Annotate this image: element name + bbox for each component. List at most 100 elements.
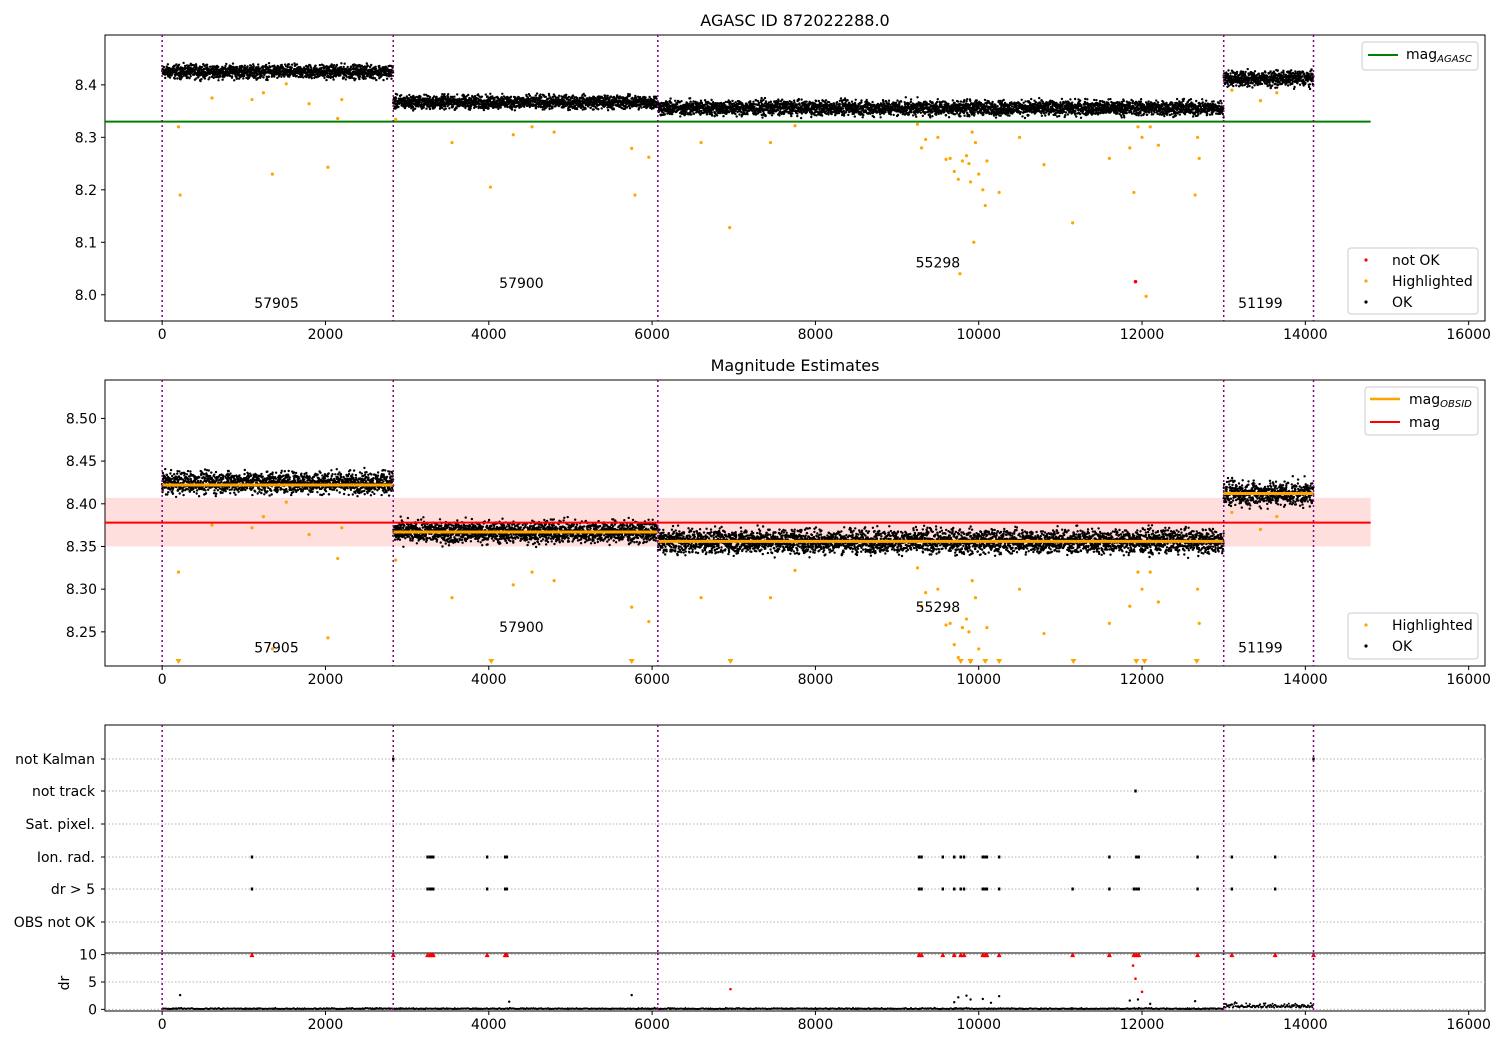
- ok-point: [208, 65, 212, 69]
- ok-point: [583, 94, 587, 97]
- ok-point: [588, 103, 592, 107]
- ok-point: [838, 102, 841, 106]
- ok-point: [800, 98, 803, 101]
- ok-point: [655, 97, 658, 100]
- ok-point: [835, 101, 839, 104]
- ok-point: [230, 65, 233, 68]
- ok-point: [722, 115, 725, 118]
- ok-point: [170, 74, 173, 77]
- ok-point: [217, 65, 220, 69]
- ok-point: [738, 113, 741, 116]
- ok-point: [557, 96, 560, 100]
- ok-point: [443, 105, 447, 108]
- ok-point: [480, 95, 484, 98]
- ok-point: [230, 75, 234, 78]
- ok-point: [759, 110, 762, 114]
- ok-point: [761, 116, 764, 119]
- ok-point: [670, 101, 673, 104]
- ok-point: [408, 93, 411, 97]
- ok-point: [199, 79, 202, 83]
- ok-point: [428, 107, 432, 111]
- ok-point: [764, 114, 767, 118]
- ok-point: [798, 103, 801, 106]
- ok-point: [267, 75, 271, 78]
- ok-point: [358, 77, 361, 81]
- ok-point: [506, 105, 509, 109]
- ok-point: [791, 112, 794, 115]
- ok-point: [374, 67, 378, 71]
- ok-point: [366, 64, 369, 68]
- ok-point: [374, 65, 377, 69]
- ok-point: [712, 101, 715, 105]
- ok-point: [519, 105, 523, 109]
- ok-point: [482, 108, 486, 112]
- ok-point: [889, 113, 893, 116]
- ok-point: [314, 64, 317, 67]
- ok-point: [168, 76, 172, 79]
- ok-point: [349, 65, 353, 68]
- ok-point: [778, 114, 781, 117]
- ok-point: [749, 100, 752, 103]
- ok-point: [339, 66, 343, 69]
- ok-point: [820, 114, 824, 117]
- ok-point: [663, 113, 667, 116]
- ok-point: [212, 76, 215, 80]
- ok-point: [217, 76, 220, 79]
- ok-point: [534, 107, 538, 110]
- ok-point: [523, 105, 526, 108]
- ok-point: [419, 95, 422, 98]
- ok-point: [820, 102, 823, 105]
- ok-point: [887, 99, 891, 102]
- ok-point: [568, 108, 572, 112]
- ok-point: [644, 96, 647, 99]
- ok-point: [397, 105, 400, 109]
- ok-point: [797, 97, 800, 101]
- ok-point: [187, 64, 191, 67]
- clipped-plot-group: [105, 35, 1371, 321]
- ok-point: [558, 94, 561, 98]
- ok-point: [547, 97, 550, 100]
- ok-point: [746, 113, 749, 116]
- ok-point: [853, 115, 856, 118]
- ok-point: [205, 63, 209, 66]
- ok-point: [692, 104, 695, 107]
- ok-point: [375, 78, 378, 82]
- ok-point: [860, 99, 863, 102]
- ok-point: [262, 76, 265, 79]
- ok-point: [331, 72, 334, 75]
- agasc-panel: AGASC ID 872022288.0 5790557900552985119…: [75, 11, 1491, 343]
- ok-point: [764, 100, 768, 103]
- ok-point: [197, 76, 200, 79]
- ok-point: [760, 96, 763, 100]
- ok-point: [266, 78, 269, 82]
- ok-point: [872, 115, 876, 119]
- ok-point: [846, 99, 849, 102]
- ok-point: [861, 116, 864, 119]
- ok-point: [575, 107, 579, 111]
- ok-point: [166, 63, 170, 66]
- ok-point: [301, 73, 304, 77]
- ok-point: [183, 64, 187, 68]
- ok-point: [358, 75, 362, 78]
- ok-point: [443, 93, 446, 96]
- ok-point: [451, 105, 455, 108]
- ok-point: [231, 62, 235, 65]
- ok-point: [491, 95, 494, 98]
- ok-point: [163, 73, 167, 76]
- ok-point: [679, 115, 682, 118]
- ok-point: [200, 65, 204, 69]
- ok-point: [539, 93, 542, 96]
- ok-point: [839, 97, 843, 100]
- ok-point: [242, 77, 245, 80]
- ok-point: [674, 99, 677, 103]
- ok-point: [699, 99, 703, 102]
- ok-point: [323, 76, 326, 80]
- ok-point: [286, 65, 289, 69]
- ok-point: [176, 77, 179, 80]
- ok-point: [882, 100, 885, 103]
- ok-point: [176, 69, 179, 72]
- ok-point: [342, 76, 346, 79]
- ok-point: [796, 114, 799, 118]
- ok-point: [290, 63, 294, 66]
